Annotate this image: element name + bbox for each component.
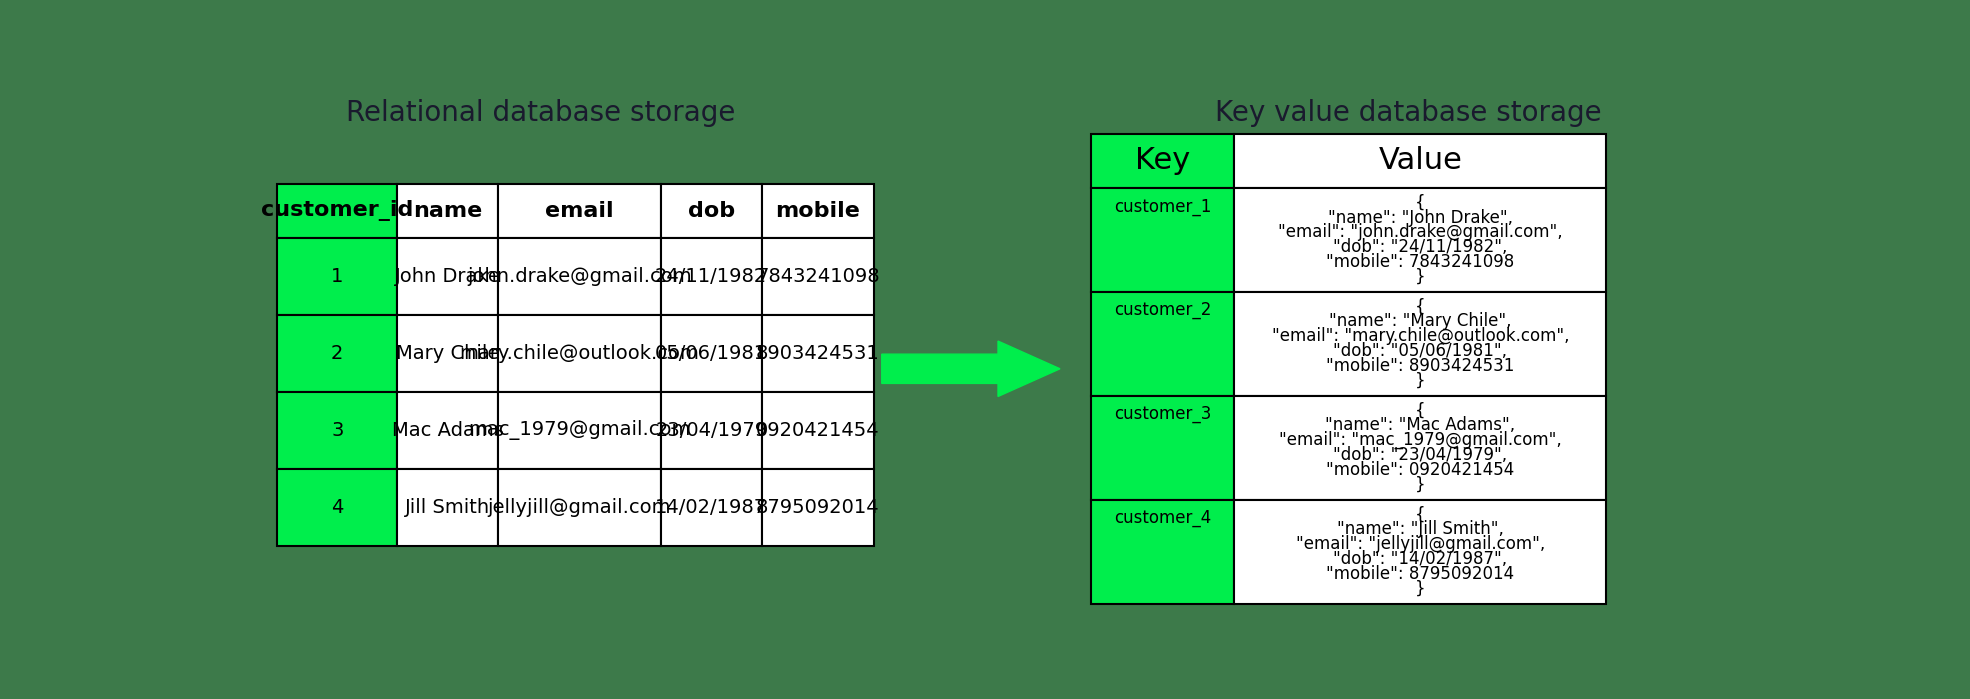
Text: 4: 4 bbox=[331, 498, 343, 517]
Text: 8795092014: 8795092014 bbox=[756, 498, 881, 517]
Bar bbox=[1091, 134, 1235, 188]
Text: jellyjill@gmail.com: jellyjill@gmail.com bbox=[489, 498, 672, 517]
Text: email: email bbox=[546, 201, 615, 221]
Bar bbox=[278, 184, 398, 238]
Text: "mobile": 8903424531: "mobile": 8903424531 bbox=[1326, 357, 1515, 375]
Bar bbox=[278, 469, 398, 546]
Text: Mac Adams: Mac Adams bbox=[392, 421, 504, 440]
Text: {: { bbox=[1414, 402, 1426, 419]
Text: John Drake: John Drake bbox=[394, 267, 500, 286]
Text: mac_1979@gmail.com: mac_1979@gmail.com bbox=[469, 420, 691, 440]
Bar bbox=[1235, 500, 1606, 604]
Text: 24/11/1982: 24/11/1982 bbox=[656, 267, 768, 286]
Text: 0920421454: 0920421454 bbox=[756, 421, 881, 440]
Text: "dob": "14/02/1987",: "dob": "14/02/1987", bbox=[1334, 550, 1507, 568]
Bar bbox=[1235, 134, 1606, 188]
Bar bbox=[660, 184, 762, 238]
Text: "email": "jellyjill@gmail.com",: "email": "jellyjill@gmail.com", bbox=[1296, 535, 1544, 553]
Bar bbox=[762, 315, 875, 392]
Text: john.drake@gmail.com: john.drake@gmail.com bbox=[467, 267, 691, 286]
Text: Mary Chile: Mary Chile bbox=[396, 344, 500, 363]
Text: customer_1: customer_1 bbox=[1113, 198, 1212, 215]
Text: "email": "mac_1979@gmail.com",: "email": "mac_1979@gmail.com", bbox=[1279, 431, 1562, 449]
Text: 14/02/1987: 14/02/1987 bbox=[656, 498, 766, 517]
Text: 23/04/1979: 23/04/1979 bbox=[656, 421, 766, 440]
Text: Key value database storage: Key value database storage bbox=[1215, 99, 1602, 127]
Text: {: { bbox=[1414, 298, 1426, 316]
Bar bbox=[660, 392, 762, 469]
Text: "name": "Mac Adams",: "name": "Mac Adams", bbox=[1326, 417, 1515, 435]
Text: Key: Key bbox=[1135, 146, 1190, 175]
Text: }: } bbox=[1414, 579, 1426, 598]
Text: }: } bbox=[1414, 476, 1426, 493]
Bar bbox=[398, 238, 498, 315]
Text: {: { bbox=[1414, 505, 1426, 524]
Bar bbox=[660, 238, 762, 315]
Text: "email": "john.drake@gmail.com",: "email": "john.drake@gmail.com", bbox=[1279, 224, 1562, 241]
Text: Jill Smith: Jill Smith bbox=[406, 498, 491, 517]
Text: "mobile": 8795092014: "mobile": 8795092014 bbox=[1326, 565, 1515, 583]
Bar bbox=[498, 238, 660, 315]
Bar bbox=[498, 315, 660, 392]
Bar bbox=[1235, 396, 1606, 500]
Bar bbox=[1235, 291, 1606, 396]
Bar bbox=[498, 469, 660, 546]
Bar bbox=[762, 469, 875, 546]
Text: customer_2: customer_2 bbox=[1113, 301, 1212, 319]
Text: 2: 2 bbox=[331, 344, 343, 363]
Bar bbox=[1235, 188, 1606, 291]
Text: "name": "Jill Smith",: "name": "Jill Smith", bbox=[1338, 520, 1503, 538]
Text: }: } bbox=[1414, 268, 1426, 286]
Text: mobile: mobile bbox=[776, 201, 861, 221]
Bar bbox=[498, 392, 660, 469]
Bar bbox=[278, 315, 398, 392]
Bar bbox=[1091, 396, 1235, 500]
Bar bbox=[398, 184, 498, 238]
Bar bbox=[660, 469, 762, 546]
Text: "dob": "05/06/1981",: "dob": "05/06/1981", bbox=[1334, 343, 1507, 360]
Text: mary.chile@outlook.com: mary.chile@outlook.com bbox=[459, 344, 699, 363]
Text: }: } bbox=[1414, 372, 1426, 390]
Text: "dob": "24/11/1982",: "dob": "24/11/1982", bbox=[1334, 238, 1507, 257]
Bar bbox=[660, 315, 762, 392]
Text: "name": "Mary Chile",: "name": "Mary Chile", bbox=[1330, 312, 1511, 331]
Text: "name": "John Drake",: "name": "John Drake", bbox=[1328, 208, 1513, 226]
Text: dob: dob bbox=[688, 201, 735, 221]
Bar bbox=[1091, 188, 1235, 291]
Text: Value: Value bbox=[1379, 146, 1462, 175]
Text: 7843241098: 7843241098 bbox=[756, 267, 881, 286]
Bar bbox=[1091, 291, 1235, 396]
Text: 8903424531: 8903424531 bbox=[756, 344, 881, 363]
Text: customer_4: customer_4 bbox=[1115, 510, 1212, 527]
Bar bbox=[398, 392, 498, 469]
Bar bbox=[398, 315, 498, 392]
Text: 3: 3 bbox=[331, 421, 343, 440]
Bar bbox=[762, 238, 875, 315]
Text: 05/06/1981: 05/06/1981 bbox=[656, 344, 766, 363]
Bar bbox=[278, 238, 398, 315]
Text: 1: 1 bbox=[331, 267, 343, 286]
Text: {: { bbox=[1414, 194, 1426, 212]
Bar bbox=[1091, 500, 1235, 604]
Bar bbox=[498, 184, 660, 238]
Text: customer_3: customer_3 bbox=[1113, 405, 1212, 424]
Bar bbox=[398, 469, 498, 546]
Text: Relational database storage: Relational database storage bbox=[347, 99, 735, 127]
Text: customer_id: customer_id bbox=[262, 201, 414, 222]
Text: "email": "mary.chile@outlook.com",: "email": "mary.chile@outlook.com", bbox=[1271, 327, 1570, 345]
Polygon shape bbox=[883, 341, 1060, 396]
Bar bbox=[762, 184, 875, 238]
Bar bbox=[278, 392, 398, 469]
Bar bbox=[762, 392, 875, 469]
Text: "mobile": 0920421454: "mobile": 0920421454 bbox=[1326, 461, 1515, 479]
Text: "dob": "23/04/1979",: "dob": "23/04/1979", bbox=[1334, 446, 1507, 464]
Text: "mobile": 7843241098: "mobile": 7843241098 bbox=[1326, 253, 1515, 271]
Text: name: name bbox=[414, 201, 483, 221]
